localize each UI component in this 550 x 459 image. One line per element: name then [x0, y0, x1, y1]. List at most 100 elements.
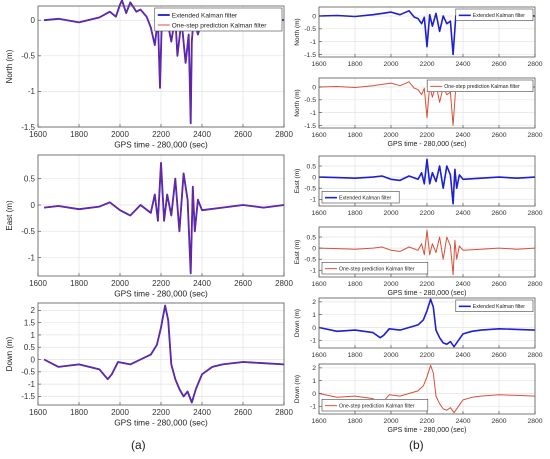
y-tick-label: 0 — [312, 391, 316, 398]
legend-box — [455, 299, 534, 312]
y-tick-label: 2 — [312, 299, 316, 306]
x-tick-label: 2600 — [234, 130, 252, 139]
legend-label: Extended Kalman filter — [473, 13, 525, 19]
x-tick-label: 2800 — [275, 408, 293, 417]
x-tick-label: 2400 — [455, 418, 470, 425]
y-axis-label: North (m) — [294, 18, 301, 45]
x-axis-label: GPS time - 280,000 (sec) — [388, 141, 467, 148]
legend-box — [154, 7, 283, 32]
x-tick-label: 2000 — [383, 352, 398, 359]
series-line — [318, 229, 536, 276]
x-axis-label: GPS time - 280,000 (sec) — [114, 417, 208, 427]
chart-b-east-ekf: 1600 1800 2000 2200 2400 2600 2800 -1 -0.5 0 0.5 Ea… — [294, 155, 543, 217]
chart-a-east: 1600 1800 2000 2200 2400 2600 2800 -1 -0.5 0 0.5 GP… — [5, 154, 293, 298]
y-tick-label: 0 — [31, 355, 36, 364]
y-tick-label: -1.5 — [304, 52, 316, 59]
series-line — [318, 158, 536, 205]
x-tick-label: 1600 — [29, 279, 47, 288]
y-tick-label: 2 — [31, 306, 36, 315]
y-tick-label: -1 — [310, 404, 316, 411]
series-line — [318, 298, 536, 348]
y-tick-label: 2 — [312, 365, 316, 372]
y-tick-label: -0.5 — [304, 186, 316, 193]
x-axis-label: GPS time - 280,000 (sec) — [388, 427, 467, 434]
y-axis-label: East (m) — [294, 169, 301, 194]
x-tick-label: 2200 — [152, 408, 170, 417]
legend: One-step prediction Kalman filter — [321, 398, 429, 412]
y-axis-label: Down (m) — [294, 375, 301, 403]
legend-box — [426, 79, 534, 92]
y-tick-label: 0.5 — [307, 234, 317, 241]
x-axis-label: GPS time - 280,000 (sec) — [388, 290, 467, 297]
x-tick-label: 2000 — [383, 132, 398, 139]
x-tick-label: 2800 — [527, 281, 542, 288]
y-axis-label: North (m) — [294, 89, 301, 116]
x-tick-label: 1800 — [70, 408, 88, 417]
chart-b-down-osp: 1600 1800 2000 2200 2400 2600 2800 -1 0 1 2 GPS tim… — [294, 363, 543, 434]
legend-label: Extended Kalman filter — [339, 195, 391, 201]
x-tick-label: 2600 — [234, 279, 252, 288]
x-tick-label: 1600 — [311, 281, 326, 288]
legend-label: One-step prediction Kalman filter — [444, 84, 520, 90]
y-tick-label: -1 — [28, 380, 36, 389]
x-tick-label: 2600 — [491, 352, 506, 359]
legend-label: One-step prediction Kalman filter — [339, 403, 415, 409]
x-tick-label: 2600 — [491, 418, 506, 425]
legend-label: One-step prediction Kalman filter — [172, 22, 267, 29]
y-tick-label: 0 — [312, 174, 316, 181]
chart-b-north-ekf: 1600 1800 2000 2200 2400 2600 2800 -1.5 -1 -0.5 0 N… — [294, 6, 543, 68]
x-tick-label: 2200 — [152, 279, 170, 288]
legend-box — [321, 398, 429, 412]
y-axis-label: Down (m) — [294, 309, 301, 337]
x-tick-label: 1600 — [311, 418, 326, 425]
legend-label: Extended Kalman filter — [473, 304, 525, 310]
x-tick-label: 2800 — [275, 279, 293, 288]
y-tick-label: 0 — [312, 13, 316, 20]
x-tick-label: 2200 — [419, 281, 434, 288]
legend: Extended Kalman filter One-step predictio… — [154, 7, 283, 32]
y-tick-label: 1 — [312, 378, 316, 385]
x-tick-label: 1600 — [29, 130, 47, 139]
chart-a-north: 1600 1800 2000 2200 2400 2600 2800 -1.5 -1 -0.5 0 G… — [5, 0, 293, 149]
x-axis-label: GPS time - 280,000 (sec) — [114, 139, 208, 149]
x-tick-label: 2000 — [111, 408, 129, 417]
y-tick-label: -1.5 — [21, 123, 35, 132]
x-tick-label: 2400 — [455, 132, 470, 139]
y-tick-label: 1 — [312, 312, 316, 319]
x-tick-label: 2400 — [193, 130, 211, 139]
x-tick-label: 2600 — [491, 61, 506, 68]
legend: One-step prediction Kalman filter — [321, 261, 429, 275]
x-tick-label: 2800 — [527, 61, 542, 68]
x-tick-label: 2400 — [193, 408, 211, 417]
x-tick-label: 1600 — [311, 352, 326, 359]
x-tick-label: 2000 — [383, 281, 398, 288]
x-tick-label: 2200 — [419, 132, 434, 139]
y-axis-label: East (m) — [294, 240, 301, 265]
y-tick-label: -1 — [310, 268, 316, 275]
legend: Extended Kalman filter — [321, 191, 400, 204]
legend-box — [321, 191, 400, 204]
y-axis-label: East (m) — [5, 200, 14, 231]
y-tick-label: -1.5 — [21, 392, 35, 401]
x-tick-label: 2600 — [234, 408, 252, 417]
x-tick-label: 1800 — [70, 279, 88, 288]
y-tick-label: -1 — [310, 197, 316, 204]
x-axis-label: GPS time - 280,000 (sec) — [114, 288, 208, 298]
y-tick-label: 0 — [31, 201, 36, 210]
x-tick-label: 2800 — [527, 210, 542, 217]
x-tick-label: 2200 — [419, 210, 434, 217]
y-tick-label: -0.5 — [304, 257, 316, 264]
x-tick-label: 2000 — [383, 210, 398, 217]
x-tick-label: 2400 — [455, 61, 470, 68]
x-tick-label: 1600 — [311, 210, 326, 217]
chart-b-north-osp: 1600 1800 2000 2200 2400 2600 2800 -1.5 -1 -0.5 0 G… — [294, 77, 543, 148]
x-tick-label: 2400 — [193, 279, 211, 288]
y-tick-label: 0 — [312, 325, 316, 332]
legend-label: Extended Kalman filter — [172, 12, 238, 19]
y-tick-label: -1 — [28, 87, 36, 96]
legend-label: One-step prediction Kalman filter — [339, 266, 415, 272]
x-tick-label: 1800 — [347, 61, 362, 68]
panel-label-a: (a) — [131, 438, 146, 452]
chart-a-down: 1600 1800 2000 2200 2400 2600 2800 -1.5 -1 -0.5 0 0… — [5, 302, 293, 427]
